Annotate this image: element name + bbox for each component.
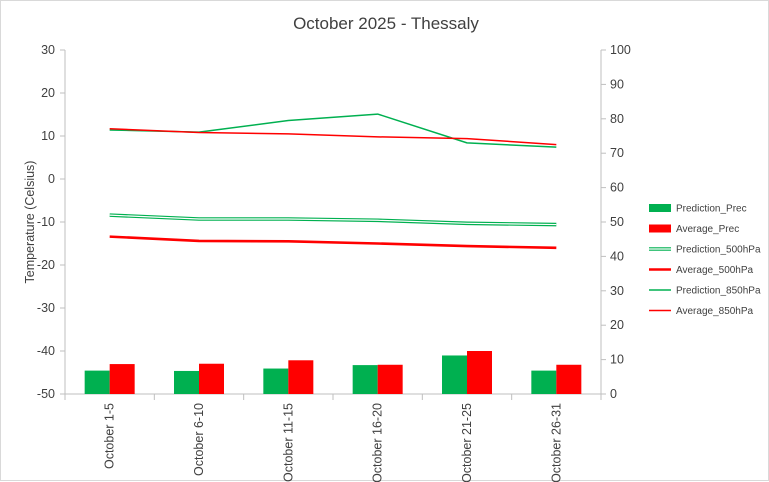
bar-average-prec [467,351,492,394]
right-tick-label: 100 [610,43,631,57]
left-tick-label: -10 [37,215,55,229]
plot-area: 3020100-10-20-30-40-50100908070605040302… [37,43,631,482]
bar-prediction-prec [442,355,467,394]
bar-prediction-prec [263,368,289,394]
right-tick-label: 30 [610,284,624,298]
left-tick-label: 20 [41,86,55,100]
legend-label: Prediction_Prec [676,204,747,215]
left-tick-label: 10 [41,129,55,143]
x-tick-label: October 21-25 [460,403,474,482]
right-tick-label: 50 [610,215,624,229]
left-tick-label: 30 [41,43,55,57]
right-tick-label: 60 [610,181,624,195]
left-tick-label: -40 [37,344,55,358]
right-tick-label: 20 [610,318,624,332]
bar-average-prec [377,364,403,394]
left-tick-label: -30 [37,301,55,315]
legend: Prediction_Prec Average_Prec Prediction_50… [649,204,761,317]
series-line-prediction-850hpa [109,113,557,148]
legend-label: Average_Prec [676,224,739,235]
x-tick-label: October 6-10 [192,403,206,476]
legend-label: Prediction_500hPa [676,245,761,256]
legend-key-average-prec [649,224,671,233]
right-tick-label: 70 [610,146,624,160]
left-tick-label: -50 [37,387,55,401]
y-axis-title: Temperature (Celsius) [23,161,37,284]
right-tick-label: 40 [610,249,624,263]
bar-prediction-prec [174,370,199,394]
series-line-average-850hpa [109,127,557,146]
bar-prediction-prec [531,370,557,394]
bar-prediction-prec [84,370,110,394]
bar-prediction-prec [352,365,378,394]
left-tick-label: 0 [48,172,55,186]
x-tick-label: October 26-31 [549,403,563,482]
bar-average-prec [288,360,314,394]
legend-label: Average_500hPa [676,265,754,276]
chart-title: October 2025 - Thessaly [293,14,479,33]
legend-label: Prediction_850hPa [676,286,761,297]
legend-key-prediction-prec [649,204,671,212]
x-tick-label: October 11-15 [281,403,295,482]
legend-label: Average_850hPa [676,306,754,317]
right-tick-label: 0 [610,387,617,401]
right-tick-label: 80 [610,112,624,126]
bar-average-prec [109,364,135,394]
series-line-prediction-500hpa-inner [109,214,557,226]
bar-average-prec [199,363,224,394]
left-tick-label: -20 [37,258,55,272]
right-tick-label: 10 [610,353,624,367]
bar-average-prec [556,364,582,394]
x-tick-label: October 1-5 [103,403,117,469]
right-tick-label: 90 [610,77,624,91]
x-tick-label: October 16-20 [371,403,385,482]
series-line-average-500hpa [109,235,557,250]
